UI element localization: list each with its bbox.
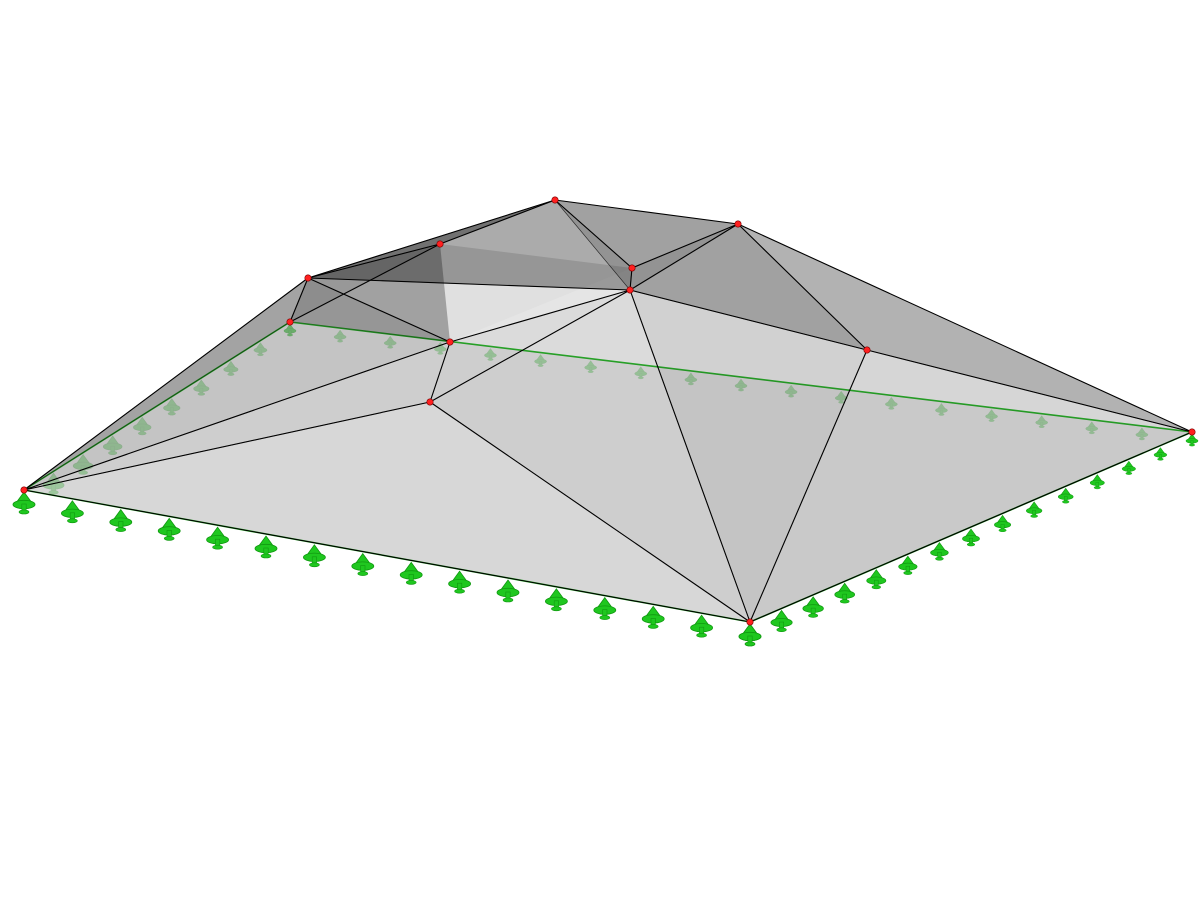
node [627, 287, 633, 293]
node [305, 275, 311, 281]
support-icon [931, 543, 949, 561]
support-icon [1122, 461, 1136, 475]
support-icon [594, 598, 616, 620]
support-icon [158, 518, 180, 540]
support-icon [497, 580, 519, 602]
node [437, 241, 443, 247]
support-icon [400, 562, 422, 584]
node [287, 319, 293, 325]
support-icon [545, 589, 567, 611]
support-icon [691, 615, 713, 637]
node [21, 487, 27, 493]
support-icon [303, 545, 325, 567]
node [747, 619, 753, 625]
support-icon [61, 501, 83, 523]
support-icon [642, 606, 664, 628]
node [629, 265, 635, 271]
node [1189, 429, 1195, 435]
node [735, 221, 741, 227]
support-icon [1058, 488, 1073, 503]
node [552, 197, 558, 203]
support-icon [1090, 475, 1104, 489]
support-icon [803, 597, 824, 618]
support-icon [1026, 502, 1042, 518]
node [427, 399, 433, 405]
support-icon [110, 510, 132, 532]
support-icon [1154, 448, 1167, 461]
node [447, 339, 453, 345]
support-icon [207, 527, 229, 549]
support-icon [739, 624, 761, 646]
support-icon [771, 610, 792, 631]
support-icon [867, 570, 886, 589]
support-icon [449, 571, 471, 593]
surfaces [24, 200, 1192, 622]
support-icon [994, 515, 1010, 531]
support-icon [13, 492, 35, 514]
node [864, 347, 870, 353]
structural-model-view [0, 0, 1200, 900]
support-icon [962, 529, 979, 546]
support-icon [352, 554, 374, 576]
support-icon [255, 536, 277, 558]
support-icon [835, 583, 855, 603]
support-icon [1186, 434, 1198, 446]
support-icon [899, 556, 917, 574]
